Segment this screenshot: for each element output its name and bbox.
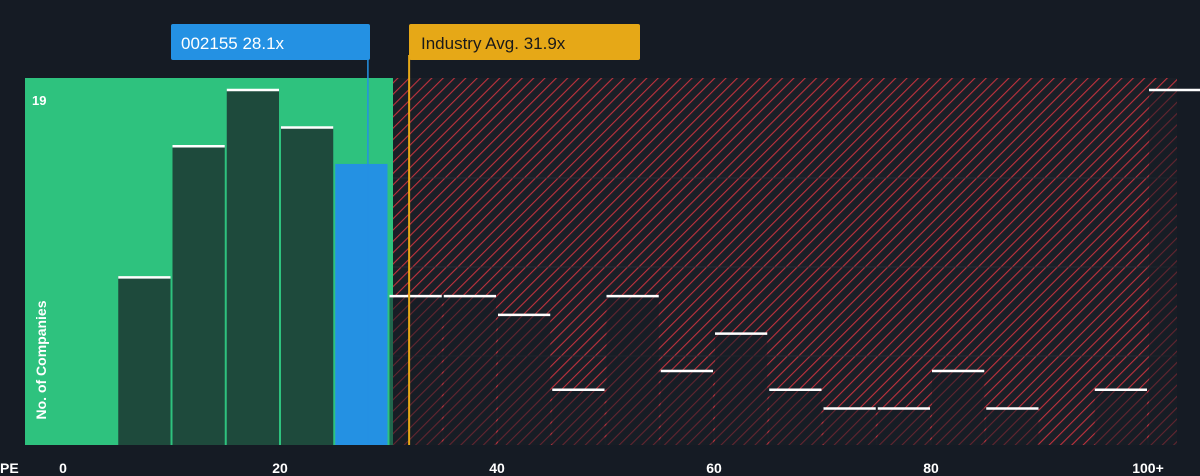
x-axis-title: PE (0, 460, 19, 476)
company-callout-label: 002155 28.1x (181, 34, 285, 53)
histogram-bar-13 (823, 407, 876, 445)
histogram-bar-3 (281, 126, 334, 445)
histogram-bar-6 (443, 295, 496, 445)
histogram-bar-18 (1149, 89, 1200, 445)
histogram-bar-4 (335, 163, 388, 445)
histogram-bar-1 (172, 145, 225, 446)
industry-callout-label: Industry Avg. 31.9x (421, 34, 566, 53)
histogram-bar-5 (389, 295, 442, 445)
histogram-bar-2 (226, 89, 279, 445)
histogram-bar-16 (986, 407, 1039, 445)
company-callout-box (171, 24, 370, 60)
histogram-bar-15 (932, 370, 985, 445)
x-tick-label-20: 20 (272, 460, 288, 476)
histogram-bar-7 (498, 313, 551, 445)
x-tick-label-80: 80 (923, 460, 939, 476)
histogram-bar-14 (877, 407, 930, 445)
histogram-bar-11 (715, 332, 768, 445)
histogram-bar-8 (552, 388, 605, 445)
histogram-bar-9 (606, 295, 659, 445)
y-axis-title: No. of Companies (33, 300, 49, 419)
y-max-label: 19 (32, 93, 46, 108)
x-tick-label-0: 0 (59, 460, 67, 476)
industry-callout-box (409, 24, 640, 60)
x-tick-label-60: 60 (706, 460, 722, 476)
x-tick-label-40: 40 (489, 460, 505, 476)
histogram-bar-17 (1094, 388, 1147, 445)
x-tick-label-100plus: 100+ (1132, 460, 1164, 476)
histogram-bar-12 (769, 388, 822, 445)
histogram-bar-10 (660, 370, 713, 445)
histogram-bar-0 (118, 276, 171, 445)
